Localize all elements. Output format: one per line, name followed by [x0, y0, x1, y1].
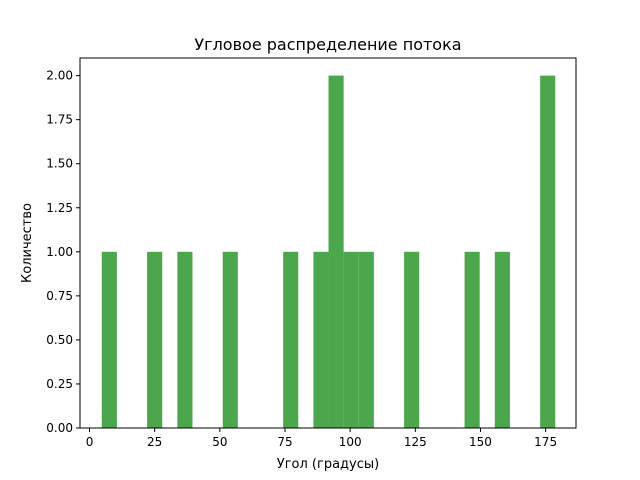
y-tick-label: 0.50 [46, 333, 73, 347]
x-tick-label: 75 [277, 435, 292, 449]
y-tick-label: 2.00 [46, 69, 73, 83]
histogram-bar [101, 251, 117, 428]
histogram-bar [358, 251, 374, 428]
histogram-bar [147, 251, 163, 428]
x-tick-label: 100 [339, 435, 362, 449]
y-tick-label: 1.00 [46, 245, 73, 259]
histogram-bar [464, 251, 480, 428]
histogram-bar [222, 251, 238, 428]
histogram-bar [283, 251, 299, 428]
y-tick-label: 1.50 [46, 157, 73, 171]
y-tick-label: 1.25 [46, 201, 73, 215]
histogram-bar [328, 75, 344, 428]
histogram-bar [494, 251, 510, 428]
y-tick-label: 0.00 [46, 421, 73, 435]
x-tick-label: 150 [469, 435, 492, 449]
x-tick-label: 25 [147, 435, 162, 449]
x-tick-label: 0 [86, 435, 94, 449]
histogram-bar [313, 251, 329, 428]
histogram-bar [404, 251, 420, 428]
chart-title: Угловое распределение потока [194, 35, 461, 54]
histogram-bar [540, 75, 556, 428]
plot-frame [79, 57, 577, 429]
y-tick-label: 1.75 [46, 113, 73, 127]
histogram-bar [343, 251, 359, 428]
y-axis-ticks: 0.00 0.25 0.50 0.75 1.00 1.25 1.50 1.75 2.00 [46, 69, 80, 435]
y-tick-label: 0.75 [46, 289, 73, 303]
y-axis-label: Количество [20, 203, 35, 283]
x-axis-label: Угол (градусы) [277, 457, 379, 472]
x-tick-label: 175 [534, 435, 557, 449]
x-tick-label: 125 [404, 435, 427, 449]
histogram-bar [177, 251, 193, 428]
y-tick-label: 0.25 [46, 377, 73, 391]
x-axis-ticks: 0 25 50 75 100 125 150 175 [86, 428, 557, 449]
bars-group [101, 75, 556, 428]
x-tick-label: 50 [212, 435, 227, 449]
